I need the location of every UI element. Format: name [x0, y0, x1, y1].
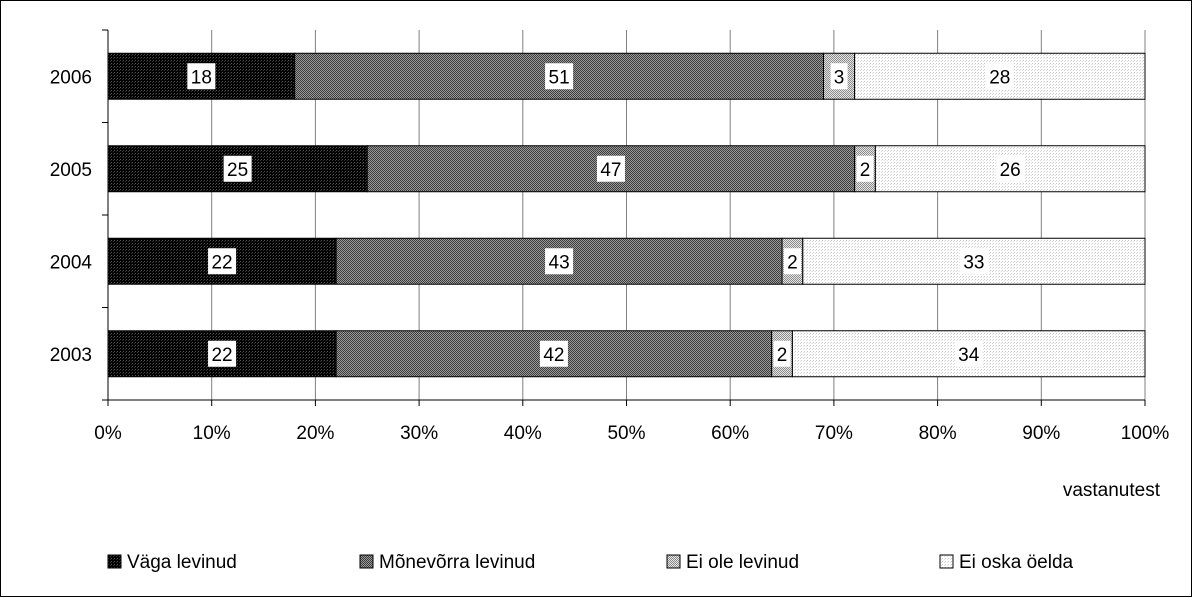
x-tick-label-20%: 20% — [296, 423, 334, 444]
data-label-bg-2005-2 — [856, 155, 874, 182]
data-label-bg-2004-2 — [783, 248, 801, 275]
data-label-2003-1: 42 — [543, 345, 564, 366]
legend-swatch-0 — [107, 554, 122, 569]
data-label-bg-2003-3 — [954, 340, 983, 367]
data-label-bg-2006-1 — [545, 63, 574, 90]
data-label-2005-2: 2 — [860, 160, 871, 181]
data-label-2006-2: 3 — [834, 67, 845, 88]
x-tick-label-0%: 0% — [94, 423, 122, 444]
data-label-bg-2003-2 — [773, 340, 791, 367]
data-label-bg-2004-3 — [959, 248, 988, 275]
legend-swatch-1 — [359, 554, 374, 569]
x-tick-label-50%: 50% — [607, 423, 645, 444]
data-label-2006-3: 28 — [989, 67, 1010, 88]
x-tick-label-10%: 10% — [193, 423, 231, 444]
data-label-bg-2005-0 — [223, 155, 252, 182]
data-label-2005-0: 25 — [227, 160, 248, 181]
legend-label-2: Ei ole levinud — [686, 552, 799, 573]
x-tick-label-80%: 80% — [919, 423, 957, 444]
y-tick-label-2004: 2004 — [50, 252, 93, 273]
legend-swatch-2 — [666, 554, 681, 569]
x-tick-label-40%: 40% — [504, 423, 542, 444]
data-label-2005-3: 26 — [1000, 160, 1021, 181]
data-label-bg-2006-3 — [985, 63, 1014, 90]
x-tick-label-60%: 60% — [711, 423, 749, 444]
y-tick-label-2003: 2003 — [50, 345, 92, 366]
data-label-bg-2003-1 — [539, 340, 568, 367]
y-tick-label-2005: 2005 — [50, 160, 92, 181]
legend-swatch-3 — [939, 554, 954, 569]
legend-label-0: Väga levinud — [127, 552, 237, 573]
data-label-2006-0: 18 — [191, 67, 212, 88]
data-label-2004-3: 33 — [963, 252, 984, 273]
legend-label-1: Mõnevõrra levinud — [379, 552, 535, 573]
data-label-bg-2006-0 — [187, 63, 216, 90]
labels: 18 51 3 28 25 47 2 26 22 43 2 33 22 42 2 34 — [187, 63, 1025, 367]
data-label-bg-2004-1 — [545, 248, 574, 275]
x-tick-label-90%: 90% — [1022, 423, 1060, 444]
data-label-bg-2004-0 — [208, 248, 237, 275]
data-label-2004-2: 2 — [787, 252, 798, 273]
data-label-bg-2006-2 — [830, 63, 848, 90]
x-tick-label-70%: 70% — [815, 423, 853, 444]
data-label-2003-2: 2 — [777, 345, 788, 366]
data-label-2006-1: 51 — [549, 67, 570, 88]
x-axis-label: vastanutest — [1063, 480, 1161, 501]
legend-label-3: Ei oska öelda — [959, 552, 1074, 573]
data-label-2004-0: 22 — [211, 252, 232, 273]
data-label-2005-1: 47 — [600, 160, 621, 181]
data-label-bg-2003-0 — [208, 340, 237, 367]
legend: Väga levinud Mõnevõrra levinud Ei ole levi… — [107, 552, 1074, 573]
data-label-2003-3: 34 — [958, 345, 980, 366]
data-label-bg-2005-1 — [596, 155, 625, 182]
x-tick-label-30%: 30% — [400, 423, 438, 444]
axes: 0% 10% 20% 30% 40% 50% 60% 70% 80% 90% 100% 2006 200… — [50, 29, 1170, 444]
x-tick-label-100%: 100% — [1121, 423, 1170, 444]
data-label-2003-0: 22 — [211, 345, 232, 366]
data-label-2004-1: 43 — [549, 252, 570, 273]
data-label-bg-2005-3 — [996, 155, 1025, 182]
y-tick-label-2006: 2006 — [50, 67, 92, 88]
